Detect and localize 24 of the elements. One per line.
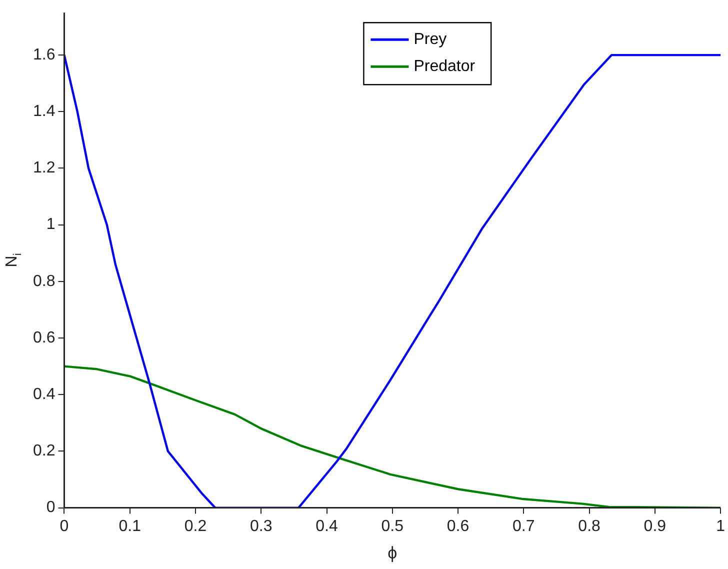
x-tick-label: 0.7 [512,518,535,535]
y-tick-label: 0 [46,499,56,516]
y-tick-label: 0.6 [32,329,56,346]
x-tick-label: 0.6 [446,518,470,535]
y-tick-label: 1.6 [32,46,56,64]
x-tick-label: 0.5 [381,518,404,535]
x-tick-label: 0.4 [316,518,338,535]
y-tick-label: 0.2 [32,442,56,460]
x-tick-label: 0.9 [644,518,666,535]
y-tick-label: 1.4 [32,103,56,120]
x-tick-label: 1 [716,518,726,535]
x-tick-label: 0.2 [184,518,207,535]
x-tick-label: 0 [60,518,69,535]
y-axis-title: Ni [4,253,24,268]
x-tick-label: 0.1 [118,518,142,535]
y-tick-label: 0.4 [32,386,56,404]
x-axis-title: ϕ [388,543,398,562]
y-tick-label: 1.2 [32,160,56,177]
legend-label: Prey [414,31,447,48]
x-tick-label: 0.8 [578,518,601,535]
y-tick-label: 1 [46,216,56,234]
x-tick-label: 0.3 [250,518,272,535]
legend-label: Predator [414,58,476,76]
y-tick-label: 0.8 [32,272,56,290]
